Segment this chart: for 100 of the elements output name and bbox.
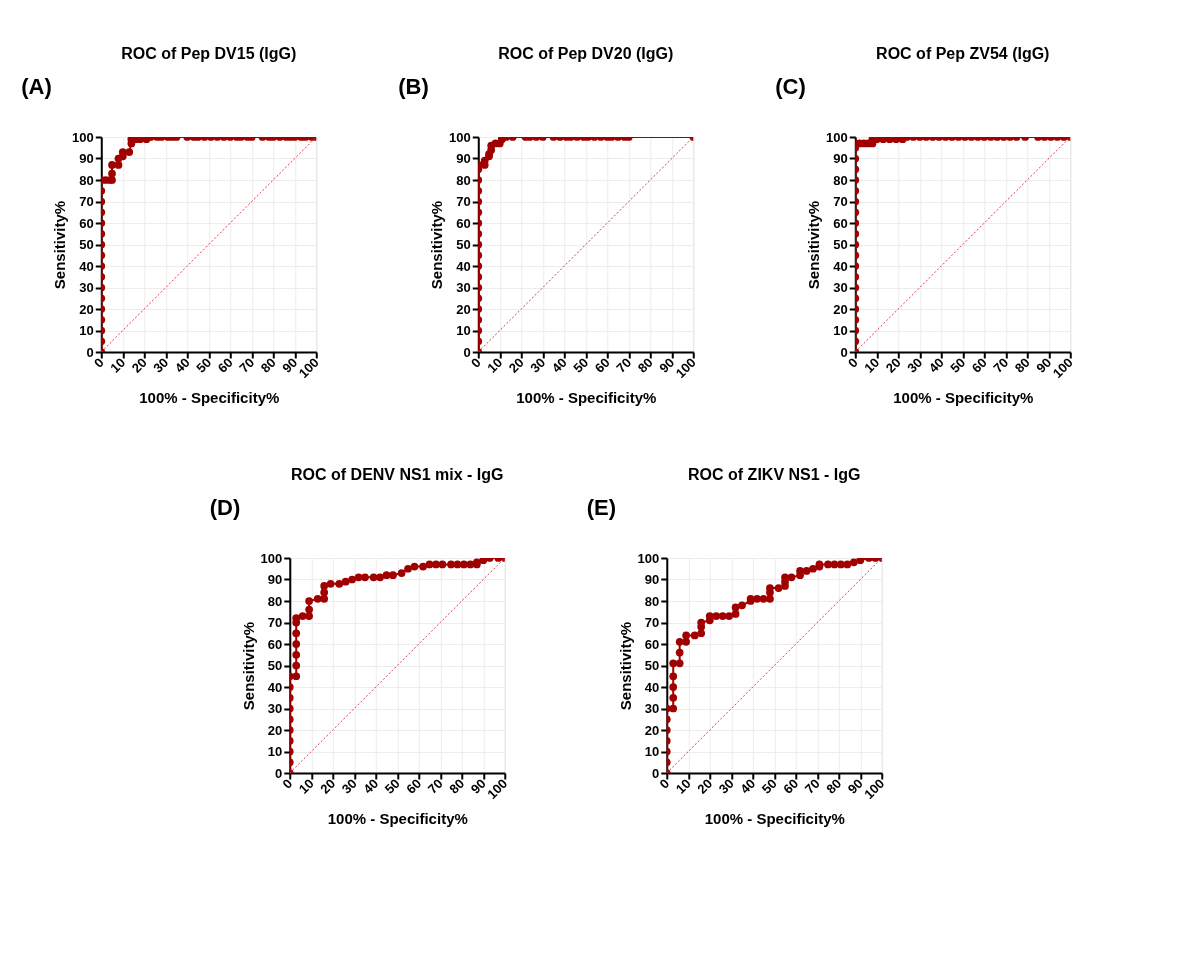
y-tick-label: 90 xyxy=(456,151,471,166)
y-tick-label: 70 xyxy=(644,615,660,630)
y-tick-label: 70 xyxy=(79,194,94,209)
y-axis-title: Sensitivity% xyxy=(51,200,69,290)
text: (B) xyxy=(398,74,429,99)
x-tick-label: 20 xyxy=(128,354,150,376)
y-tick-label: 60 xyxy=(644,636,660,652)
y-axis-title: Sensitivity% xyxy=(239,621,257,711)
y-tick-label: 30 xyxy=(833,280,848,295)
y-tick-label: 100 xyxy=(449,129,471,145)
x-axis-title: 100% - Specificity% xyxy=(893,388,1034,406)
y-tick-label: 100 xyxy=(260,550,283,566)
x-tick-label: 10 xyxy=(107,354,129,376)
x-tick-label: 100 xyxy=(861,775,888,802)
y-tick-label: 100 xyxy=(72,129,94,145)
y-tick-label: 20 xyxy=(833,301,848,317)
y-tick-label: 80 xyxy=(833,172,848,188)
chart-title: ROC of DENV NS1 mix - IgG xyxy=(291,466,504,483)
y-tick-label: 0 xyxy=(275,765,283,781)
y-tick-label: 60 xyxy=(79,215,94,231)
y-tick-label: 90 xyxy=(833,151,848,166)
x-tick-label: 10 xyxy=(672,775,694,797)
y-tick-label: 20 xyxy=(644,722,660,738)
text: (D) xyxy=(209,495,241,520)
x-axis-title: 100% - Specificity% xyxy=(139,388,280,406)
x-tick-label: 30 xyxy=(150,354,172,376)
y-tick-label: 80 xyxy=(267,593,283,609)
chart-title: ROC of Pep DV15 (IgG) xyxy=(121,45,297,62)
y-tick-label: 30 xyxy=(79,280,94,295)
x-tick-label: 60 xyxy=(403,775,425,797)
x-tick-label: 80 xyxy=(1011,354,1033,376)
y-axis-title: Sensitivity% xyxy=(805,200,823,290)
y-tick-label: 90 xyxy=(79,151,94,166)
y-tick-label: 0 xyxy=(86,344,94,360)
x-tick-label: 50 xyxy=(193,354,215,376)
y-tick-label: 30 xyxy=(456,280,471,295)
x-tick-label: 30 xyxy=(715,775,737,797)
y-tick-label: 10 xyxy=(644,744,660,759)
y-tick-label: 0 xyxy=(652,765,660,781)
y-tick-label: 80 xyxy=(79,172,94,188)
x-tick-label: 20 xyxy=(317,775,339,797)
x-tick-label: 70 xyxy=(613,354,635,376)
y-tick-label: 50 xyxy=(833,237,848,252)
y-tick-label: 40 xyxy=(644,679,660,695)
x-axis-title: 100% - Specificity% xyxy=(327,809,468,827)
x-tick-label: 50 xyxy=(381,775,403,797)
y-tick-label: 10 xyxy=(833,323,848,338)
x-tick-label: 50 xyxy=(758,775,780,797)
y-tick-label: 50 xyxy=(644,658,660,673)
text: (A) xyxy=(21,74,52,99)
x-tick-label: 70 xyxy=(801,775,823,797)
x-tick-label: 10 xyxy=(861,354,883,376)
y-tick-label: 0 xyxy=(463,344,471,360)
y-tick-label: 20 xyxy=(267,722,283,738)
chart-title: ROC of Pep DV20 (IgG) xyxy=(498,45,674,62)
y-tick-label: 40 xyxy=(833,258,848,274)
x-tick-label: 60 xyxy=(591,354,613,376)
x-tick-label: 100 xyxy=(484,775,511,802)
y-tick-label: 30 xyxy=(644,701,660,716)
y-tick-label: 90 xyxy=(644,572,660,587)
y-tick-label: 100 xyxy=(637,550,660,566)
x-tick-label: 10 xyxy=(295,775,317,797)
y-tick-label: 20 xyxy=(456,301,471,317)
x-tick-label: 50 xyxy=(947,354,969,376)
y-tick-label: 10 xyxy=(456,323,471,338)
y-tick-label: 90 xyxy=(267,572,283,587)
x-tick-label: 40 xyxy=(737,775,759,797)
y-tick-label: 60 xyxy=(456,215,471,231)
x-tick-label: 20 xyxy=(694,775,716,797)
x-tick-label: 60 xyxy=(968,354,990,376)
y-tick-label: 50 xyxy=(456,237,471,252)
y-tick-label: 0 xyxy=(840,344,848,360)
x-tick-label: 60 xyxy=(214,354,236,376)
y-tick-label: 40 xyxy=(267,679,283,695)
y-axis-title: Sensitivity% xyxy=(616,621,634,711)
chart-title: ROC of ZIKV NS1 - IgG xyxy=(688,466,861,483)
y-tick-label: 100 xyxy=(826,129,848,145)
y-tick-label: 60 xyxy=(267,636,283,652)
x-axis-title: 100% - Specificity% xyxy=(704,809,845,827)
y-tick-label: 50 xyxy=(267,658,283,673)
chart-title: ROC of Pep ZV54 (IgG) xyxy=(876,45,1050,62)
x-tick-label: 40 xyxy=(360,775,382,797)
y-axis-title: Sensitivity% xyxy=(428,200,446,290)
x-tick-label: 30 xyxy=(338,775,360,797)
x-tick-label: 40 xyxy=(548,354,570,376)
x-axis-title: 100% - Specificity% xyxy=(516,388,657,406)
x-tick-label: 30 xyxy=(527,354,549,376)
y-tick-label: 70 xyxy=(456,194,471,209)
x-tick-label: 40 xyxy=(925,354,947,376)
x-tick-label: 70 xyxy=(236,354,258,376)
y-tick-label: 30 xyxy=(267,701,283,716)
y-tick-label: 70 xyxy=(833,194,848,209)
x-tick-label: 70 xyxy=(424,775,446,797)
x-tick-label: 50 xyxy=(570,354,592,376)
y-tick-label: 80 xyxy=(644,593,660,609)
y-tick-label: 50 xyxy=(79,237,94,252)
y-tick-label: 60 xyxy=(833,215,848,231)
y-tick-label: 40 xyxy=(79,258,94,274)
x-tick-label: 10 xyxy=(484,354,506,376)
x-tick-label: 20 xyxy=(505,354,527,376)
